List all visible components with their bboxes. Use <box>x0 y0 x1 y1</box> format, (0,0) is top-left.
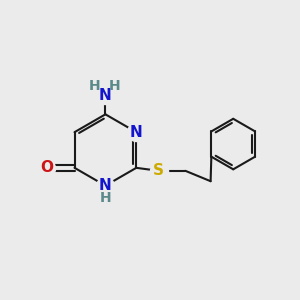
Text: H: H <box>88 79 100 92</box>
Text: H: H <box>109 79 121 92</box>
Text: S: S <box>153 163 164 178</box>
Text: N: N <box>99 178 112 193</box>
Text: O: O <box>40 160 53 175</box>
Text: N: N <box>99 88 112 103</box>
Text: H: H <box>100 191 111 205</box>
Text: N: N <box>130 125 143 140</box>
